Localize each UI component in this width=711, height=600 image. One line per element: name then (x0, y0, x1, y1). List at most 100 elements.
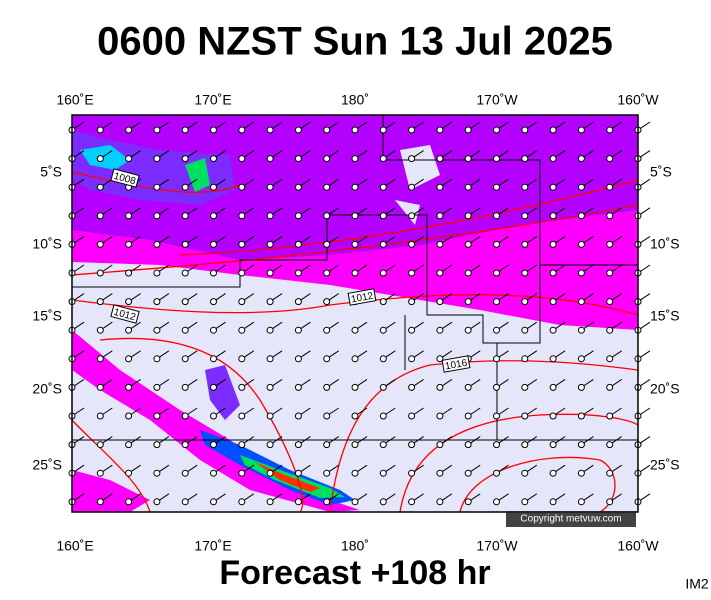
latitude-label: 25˚S (32, 457, 62, 473)
wind-station (606, 212, 614, 220)
wind-station (153, 469, 161, 477)
wind-station (294, 155, 302, 163)
wind-station (436, 383, 444, 391)
wind-station (181, 298, 189, 306)
wind-station (266, 240, 274, 248)
wind-station (323, 183, 331, 191)
wind-station (266, 441, 274, 449)
wind-station (153, 383, 161, 391)
wind-station (521, 412, 529, 420)
wind-station (181, 269, 189, 277)
isobar-label: 1012 (350, 291, 374, 306)
wind-station (210, 240, 217, 248)
wind-station (238, 412, 246, 420)
wind-station (210, 498, 217, 506)
wind-station (210, 126, 217, 134)
wind-station (238, 498, 246, 506)
wind-station (493, 298, 500, 306)
wind-station (351, 469, 359, 477)
wind-station (266, 269, 274, 277)
wind-station (606, 326, 614, 334)
wind-station (210, 469, 217, 477)
image-label: IM2 (685, 576, 709, 592)
wind-station (125, 469, 133, 477)
wind-station (96, 441, 104, 449)
longitude-label: 180˚ (341, 92, 369, 108)
wind-station (181, 326, 189, 334)
latitude-label: 10˚S (650, 236, 680, 252)
wind-station (577, 469, 585, 477)
wind-station (351, 183, 359, 191)
isobar-label-box (441, 355, 471, 373)
wind-station (493, 212, 500, 220)
wind-station (493, 155, 500, 163)
wind-station (408, 183, 416, 191)
wind-station (323, 383, 331, 391)
isobar-label: 1016 (444, 358, 468, 373)
wind-station (577, 355, 585, 363)
wind-station (323, 412, 331, 420)
wind-station (294, 469, 302, 477)
wind-station (181, 498, 189, 506)
wind-station (294, 498, 302, 506)
wind-station (379, 240, 387, 248)
wind-station (493, 383, 500, 391)
wind-station (464, 212, 472, 220)
wind-station (408, 326, 416, 334)
wind-station (266, 183, 274, 191)
wind-station (238, 355, 246, 363)
wind-station (408, 126, 416, 134)
wind-station (294, 126, 302, 134)
wind-station (577, 183, 585, 191)
wind-station (96, 469, 104, 477)
wind-station (464, 498, 472, 506)
wind-station (294, 212, 302, 220)
wind-station (521, 298, 529, 306)
wind-station (210, 269, 217, 277)
wind-station (549, 298, 557, 306)
wind-station (266, 298, 274, 306)
wind-station (577, 383, 585, 391)
wind-station (549, 240, 557, 248)
wind-station (521, 498, 529, 506)
wind-station (436, 298, 444, 306)
wind-station (238, 240, 246, 248)
wind-station (493, 126, 500, 134)
wind-station (351, 498, 359, 506)
wind-station (577, 240, 585, 248)
wind-station (549, 326, 557, 334)
wind-station (351, 355, 359, 363)
wind-station (294, 298, 302, 306)
wind-station (181, 212, 189, 220)
wind-station (323, 355, 331, 363)
wind-station (266, 126, 274, 134)
wind-station (408, 441, 416, 449)
wind-station (125, 498, 133, 506)
clear-patch (395, 145, 440, 225)
longitude-label: 160˚W (617, 538, 659, 554)
wind-station (379, 298, 387, 306)
wind-station (266, 155, 274, 163)
wind-station (125, 269, 133, 277)
wind-station (210, 441, 217, 449)
wind-station (294, 326, 302, 334)
wind-station (96, 155, 104, 163)
wind-station (379, 412, 387, 420)
wind-station (464, 412, 472, 420)
wind-station (153, 355, 161, 363)
wind-station (408, 240, 416, 248)
wind-station (125, 412, 133, 420)
wind-station (521, 383, 529, 391)
wind-station (606, 240, 614, 248)
wind-station (294, 441, 302, 449)
wind-station (96, 212, 104, 220)
wind-station (351, 441, 359, 449)
wind-stations (68, 121, 651, 506)
rain-core (240, 455, 345, 498)
wind-station (153, 298, 161, 306)
wind-station (351, 326, 359, 334)
wind-station (436, 212, 444, 220)
wind-station (153, 326, 161, 334)
wind-station (436, 240, 444, 248)
